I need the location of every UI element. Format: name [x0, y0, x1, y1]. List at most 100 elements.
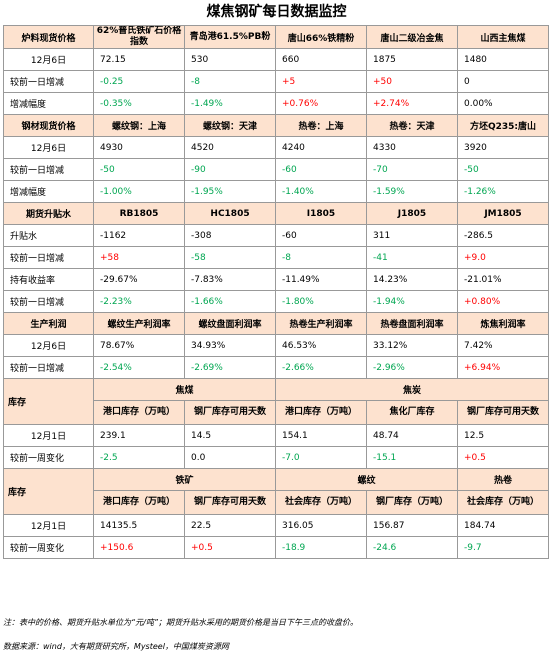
- value-cell: -1.66%: [184, 290, 276, 313]
- section-label: 钢材现货价格: [3, 114, 94, 137]
- value-cell: -11.49%: [275, 268, 367, 291]
- table-row: 较前一周变化 -2.5 0.0 -7.0 -15.1 +0.5: [3, 446, 549, 469]
- value-cell: 72.15: [93, 48, 185, 71]
- column-header: 唐山二级冶金焦: [366, 25, 458, 49]
- row-label: 升贴水: [3, 224, 94, 247]
- value-cell: 530: [184, 48, 276, 71]
- value-cell: 660: [275, 48, 367, 71]
- column-header: 热卷：天津: [366, 114, 458, 137]
- column-header: 螺纹盘面利润率: [184, 312, 276, 335]
- row-label: 较前一周变化: [3, 536, 94, 559]
- column-header: 焦化厂库存: [366, 400, 458, 425]
- value-cell: -286.5: [457, 224, 549, 247]
- value-cell: 7.42%: [457, 334, 549, 357]
- value-cell: -2.23%: [93, 290, 185, 313]
- table-row: 较前一日增减 -50 -90 -60 -70 -50: [3, 158, 549, 181]
- value-cell: 12.5: [457, 424, 549, 447]
- column-header: I1805: [275, 202, 367, 225]
- row-label: 增减幅度: [3, 180, 94, 203]
- value-cell: 311: [366, 224, 458, 247]
- table-row: 12月6日 72.15 530 660 1875 1480: [3, 48, 549, 71]
- value-cell: 0.0: [184, 446, 276, 469]
- column-header: 社会库存（万吨）: [275, 490, 367, 515]
- table-row: 增减幅度 -1.00% -1.95% -1.40% -1.59% -1.26%: [3, 180, 549, 203]
- value-cell: +150.6: [93, 536, 185, 559]
- value-cell: 154.1: [275, 424, 367, 447]
- table-row: 12月1日 239.1 14.5 154.1 48.74 12.5: [3, 424, 549, 447]
- inventory-group-row: 库存 铁矿 螺纹 热卷: [3, 468, 549, 515]
- group-header: 热卷: [457, 468, 549, 491]
- column-header: 热卷盘面利润率: [366, 312, 458, 335]
- value-cell: +50: [366, 70, 458, 93]
- value-cell: -29.67%: [93, 268, 185, 291]
- value-cell: -1162: [93, 224, 185, 247]
- section-label: 期货升贴水: [3, 202, 94, 225]
- value-cell: -1.49%: [184, 92, 276, 115]
- value-cell: 14135.5: [93, 514, 185, 537]
- table-row: 较前一日增减 -2.23% -1.66% -1.80% -1.94% +0.80…: [3, 290, 549, 313]
- value-cell: 156.87: [366, 514, 458, 537]
- column-header: 螺纹钢：上海: [93, 114, 185, 137]
- value-cell: +58: [93, 246, 185, 269]
- value-cell: -1.40%: [275, 180, 367, 203]
- row-label: 12月6日: [3, 334, 94, 357]
- column-header: 钢厂库存可用天数: [457, 400, 549, 425]
- group-header: 螺纹: [275, 468, 458, 491]
- section-label: 库存: [3, 468, 94, 515]
- value-cell: -2.66%: [275, 356, 367, 379]
- table-row: 较前一周变化 +150.6 +0.5 -18.9 -24.6 -9.7: [3, 536, 549, 559]
- column-header: 山西主焦煤: [457, 25, 549, 49]
- row-label: 较前一日增减: [3, 246, 94, 269]
- futures-header-row: 期货升贴水 RB1805 HC1805 I1805 J1805 JM1805: [3, 202, 549, 225]
- column-header: 港口库存（万吨）: [93, 490, 185, 515]
- column-header: 螺纹生产利润率: [93, 312, 185, 335]
- value-cell: -50: [457, 158, 549, 181]
- value-cell: 4240: [275, 136, 367, 159]
- value-cell: +9.0: [457, 246, 549, 269]
- value-cell: 46.53%: [275, 334, 367, 357]
- value-cell: -2.69%: [184, 356, 276, 379]
- column-header: 钢厂库存（万吨）: [366, 490, 458, 515]
- row-label: 12月6日: [3, 136, 94, 159]
- value-cell: -2.54%: [93, 356, 185, 379]
- row-label: 增减幅度: [3, 92, 94, 115]
- value-cell: +0.76%: [275, 92, 367, 115]
- value-cell: 4520: [184, 136, 276, 159]
- value-cell: -8: [275, 246, 367, 269]
- value-cell: 1480: [457, 48, 549, 71]
- table-row: 12月1日 14135.5 22.5 316.05 156.87 184.74: [3, 514, 549, 537]
- value-cell: 0.00%: [457, 92, 549, 115]
- row-label: 较前一周变化: [3, 446, 94, 469]
- value-cell: -60: [275, 158, 367, 181]
- value-cell: -7.0: [275, 446, 367, 469]
- value-cell: -1.00%: [93, 180, 185, 203]
- value-cell: 184.74: [457, 514, 549, 537]
- value-cell: -24.6: [366, 536, 458, 559]
- inventory-header-row: 港口库存（万吨） 钢厂库存可用天数 社会库存（万吨） 钢厂库存（万吨） 社会库存…: [4, 490, 549, 515]
- table-row: 增减幅度 -0.35% -1.49% +0.76% +2.74% 0.00%: [3, 92, 549, 115]
- value-cell: -1.95%: [184, 180, 276, 203]
- section-label: 库存: [3, 378, 94, 425]
- group-header: 焦煤: [93, 378, 276, 401]
- row-label: 较前一日增减: [3, 356, 94, 379]
- column-header: 港口库存（万吨）: [275, 400, 367, 425]
- value-cell: +2.74%: [366, 92, 458, 115]
- value-cell: -2.96%: [366, 356, 458, 379]
- value-cell: -9.7: [457, 536, 549, 559]
- monitor-table: 炉料现货价格 62%普氏铁矿石价格指数 青岛港61.5%PB粉 唐山66%铁精粉…: [3, 25, 549, 559]
- row-label: 12月1日: [3, 514, 94, 537]
- table-row: 较前一日增减 +58 -58 -8 -41 +9.0: [3, 246, 549, 269]
- value-cell: 48.74: [366, 424, 458, 447]
- value-cell: -2.5: [93, 446, 185, 469]
- row-label: 12月1日: [3, 424, 94, 447]
- table-row: 持有收益率 -29.67% -7.83% -11.49% 14.23% -21.…: [3, 268, 549, 291]
- column-header: 社会库存（万吨）: [457, 490, 549, 515]
- value-cell: 78.67%: [93, 334, 185, 357]
- group-header: 焦炭: [275, 378, 549, 401]
- value-cell: 1875: [366, 48, 458, 71]
- data-source: 数据来源：wind，大有期货研究所，Mysteel，中国煤炭资源网: [3, 642, 229, 651]
- table-row: 12月6日 78.67% 34.93% 46.53% 33.12% 7.42%: [3, 334, 549, 357]
- row-label: 持有收益率: [3, 268, 94, 291]
- value-cell: +6.94%: [457, 356, 549, 379]
